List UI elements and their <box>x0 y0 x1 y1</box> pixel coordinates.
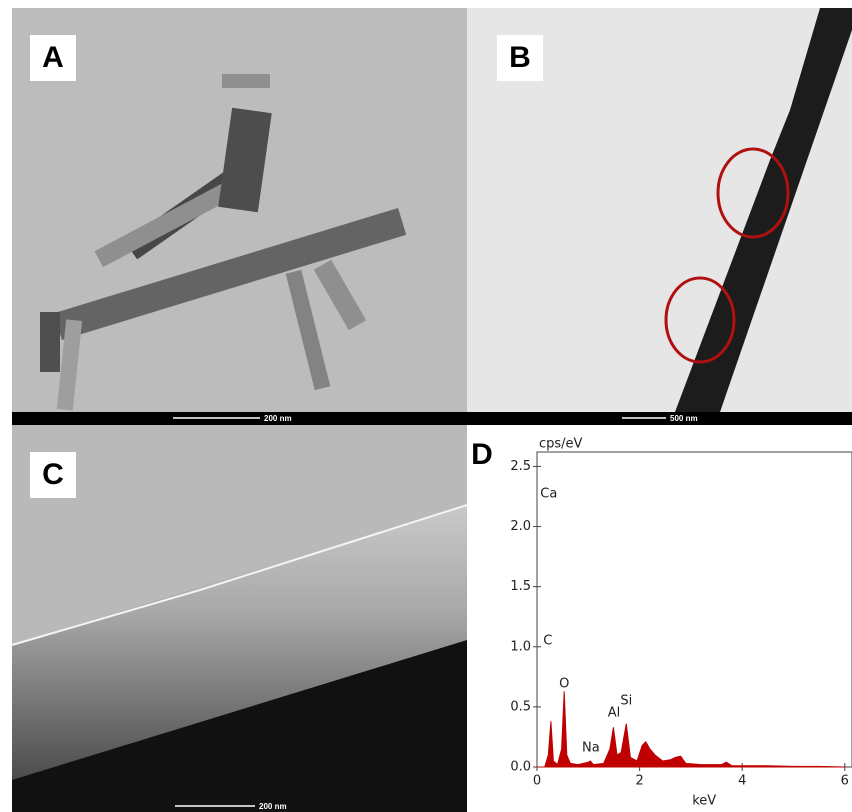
y-tick-label: 2.5 <box>510 459 531 474</box>
panel-c: 200 nm C <box>12 425 467 812</box>
peak-label: Al <box>608 705 621 720</box>
panel-label: D <box>471 438 493 471</box>
x-tick-label: 0 <box>533 774 541 789</box>
scale-bar-label: 200 nm <box>259 802 287 811</box>
scale-bar-label: 500 nm <box>670 414 698 423</box>
plot-frame <box>537 452 852 767</box>
peak-label: Ca <box>540 487 557 502</box>
y-tick-label: 0.5 <box>510 699 531 714</box>
figure: 200 nm A 500 nm B 200 nm C D 0.0 0.5 1.0 1.… <box>0 0 852 812</box>
panel-label: A <box>42 41 64 74</box>
y-tick-label: 0.0 <box>510 760 531 775</box>
spectrum <box>537 691 845 767</box>
scale-bar-label: 200 nm <box>264 414 292 423</box>
panel-a: 200 nm A <box>12 8 467 425</box>
panel-b: 500 nm B <box>467 8 852 425</box>
x-tick-label: 2 <box>635 774 643 789</box>
peak-label: Na <box>582 740 600 755</box>
x-tick-label: 4 <box>738 774 746 789</box>
x-axis-label: keV <box>692 794 716 809</box>
panel-label: C <box>42 458 64 491</box>
peak-label: Si <box>620 693 632 708</box>
panel-d: D 0.0 0.5 1.0 1.5 2.0 2.5 0 2 4 6 cps/eV keV Ca C O Na A… <box>471 437 852 809</box>
peak-label: O <box>559 677 569 692</box>
y-axis-label: cps/eV <box>539 437 583 452</box>
y-tick-label: 2.0 <box>510 519 531 534</box>
peak-label: C <box>543 633 552 648</box>
panel-label: B <box>509 41 531 74</box>
y-tick-label: 1.0 <box>510 639 531 654</box>
y-tick-label: 1.5 <box>510 579 531 594</box>
x-tick-label: 6 <box>841 774 849 789</box>
